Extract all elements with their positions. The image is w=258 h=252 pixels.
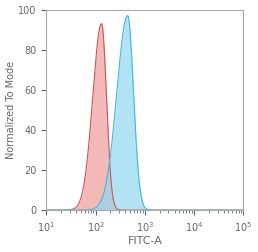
X-axis label: FITC-A: FITC-A: [127, 236, 162, 246]
Y-axis label: Normalized To Mode: Normalized To Mode: [6, 61, 15, 159]
